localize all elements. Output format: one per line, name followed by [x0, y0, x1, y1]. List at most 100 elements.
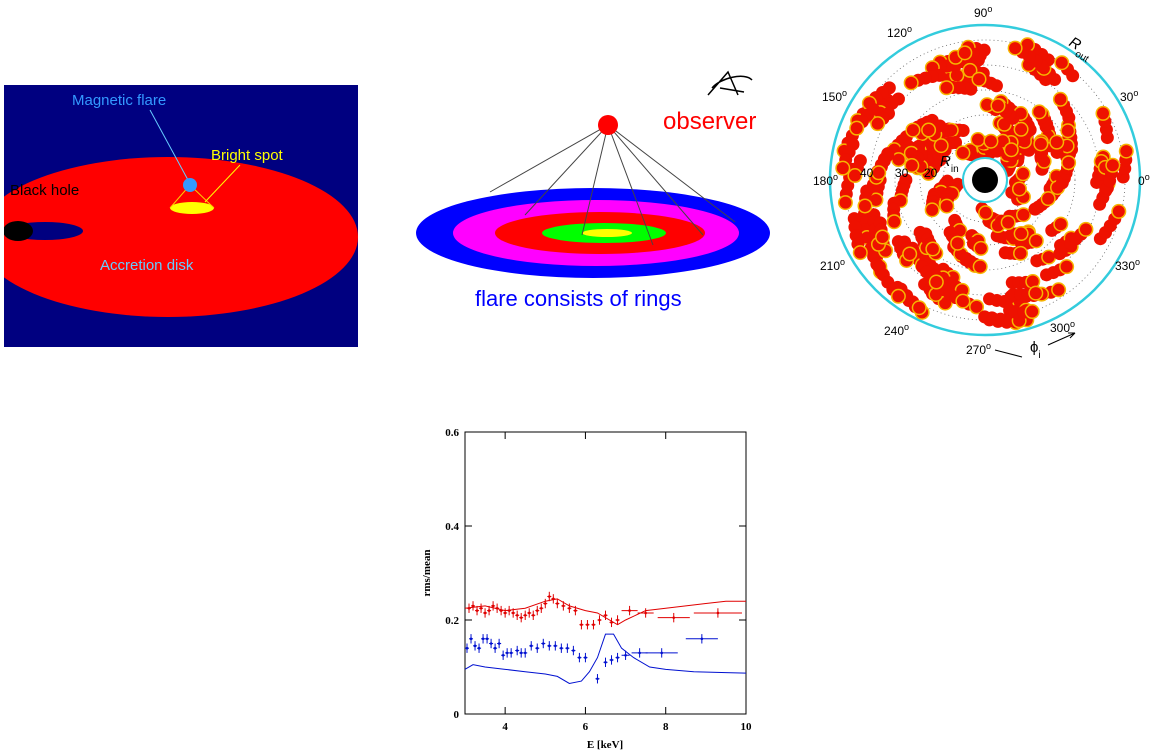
spot [973, 73, 985, 85]
page: Magnetic flare Bright spot Black hole Ac… [0, 0, 1162, 753]
degree: o [1145, 172, 1150, 182]
data-point [548, 595, 551, 598]
degree: o [986, 341, 991, 351]
spot [941, 82, 953, 94]
data-point [528, 612, 531, 615]
data-point [488, 609, 491, 612]
data-point [578, 656, 581, 659]
data-point [504, 612, 507, 615]
degree: o [904, 322, 909, 332]
spot [913, 302, 925, 314]
data-point [552, 598, 555, 601]
data-point [544, 602, 547, 605]
data-point [556, 602, 559, 605]
data-point [604, 661, 607, 664]
data-point [532, 614, 535, 617]
data-point [536, 609, 539, 612]
degree: o [987, 4, 992, 14]
spot [972, 133, 984, 145]
degree: o [1070, 319, 1075, 329]
spot [926, 204, 938, 216]
spot [1063, 157, 1075, 169]
data-point [502, 654, 505, 657]
spot [1053, 284, 1065, 296]
angle: 330 [1115, 259, 1135, 273]
spot [930, 276, 942, 288]
data-point [486, 638, 489, 641]
data-point [568, 607, 571, 610]
data-point [492, 605, 495, 608]
black-hole-shape [3, 221, 33, 241]
data-point [672, 616, 675, 619]
spot [927, 243, 939, 255]
degree: o [842, 88, 847, 98]
spot [941, 200, 953, 212]
data-point [530, 645, 533, 648]
data-point [536, 647, 539, 650]
spot [851, 122, 863, 134]
angle: 180 [813, 174, 833, 188]
data-point [524, 652, 527, 655]
observer-eye [708, 72, 752, 95]
angle-label: 210o [820, 257, 845, 273]
spot [854, 247, 866, 259]
spot [1113, 205, 1125, 217]
data-point [560, 647, 563, 650]
angle: 150 [822, 90, 842, 104]
data-point [474, 645, 477, 648]
x-tick-label: 4 [502, 721, 508, 733]
spot [935, 140, 947, 152]
spot [1017, 168, 1029, 180]
angle-label: 150o [822, 88, 847, 104]
x-tick-label: 8 [663, 721, 669, 733]
spot [904, 248, 916, 260]
subscript: in [951, 164, 959, 175]
spot [1013, 183, 1025, 195]
spot [959, 47, 971, 59]
spot [975, 242, 987, 254]
data-point [516, 614, 519, 617]
spot [1097, 107, 1109, 119]
data-point [498, 642, 501, 645]
angle: 210 [820, 259, 840, 273]
y-tick-label: 0.6 [445, 427, 459, 439]
spot [859, 200, 871, 212]
data-point [516, 649, 519, 652]
data-point [580, 623, 583, 626]
degree: o [833, 172, 838, 182]
spot [1054, 93, 1066, 105]
spot [974, 261, 986, 273]
spot [923, 124, 935, 136]
data-point [490, 642, 493, 645]
degree: o [907, 24, 912, 34]
spot [1005, 144, 1017, 156]
y-tick-label: 0 [454, 709, 460, 721]
data-point [510, 652, 513, 655]
data-point [494, 647, 497, 650]
data-point [572, 649, 575, 652]
angle-label: 30o [1120, 88, 1138, 104]
angle: 30 [1120, 90, 1134, 104]
angle: 240 [884, 324, 904, 338]
spot [1051, 136, 1063, 148]
spot [1035, 138, 1047, 150]
panel-spots [830, 25, 1140, 335]
radius-label: 30 [895, 166, 909, 180]
spot [1026, 306, 1038, 318]
data-point [717, 612, 720, 615]
data-point [596, 677, 599, 680]
data-point [508, 609, 511, 612]
spot [957, 295, 969, 307]
spot [1030, 235, 1042, 247]
spot [1015, 123, 1027, 135]
spot [1015, 228, 1027, 240]
data-point [701, 638, 704, 641]
y-axis-label: rms/mean [421, 549, 433, 596]
degree: o [1135, 257, 1140, 267]
ring [582, 229, 632, 237]
spot [1002, 217, 1014, 229]
panel-rings: observer flare consists of rings [416, 72, 770, 311]
spot [1015, 247, 1027, 259]
data-point [506, 652, 509, 655]
caption: flare consists of rings [475, 286, 682, 311]
